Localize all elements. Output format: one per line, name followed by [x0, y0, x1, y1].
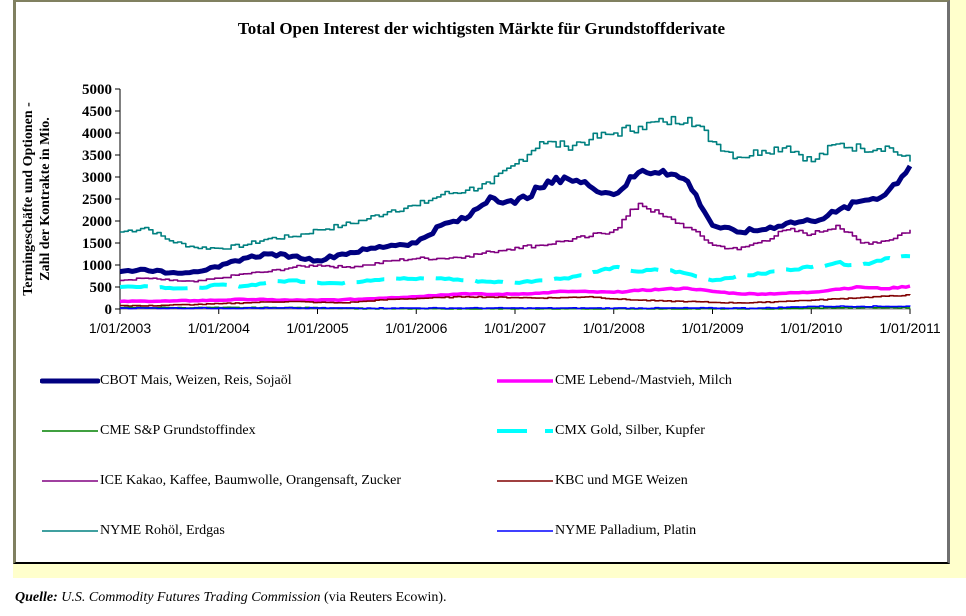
- legend-swatch: [42, 480, 98, 482]
- series-line-4: [120, 202, 911, 283]
- legend-swatch: [40, 378, 100, 384]
- y-tick-label: 0: [105, 302, 113, 318]
- x-tick-label: 1/01/2007: [484, 320, 546, 336]
- legend-item: ICE Kakao, Kaffee, Baumwolle, Orangensaf…: [40, 469, 401, 493]
- x-tick-label: 1/01/2011: [879, 320, 940, 336]
- series-line-3: [119, 254, 911, 291]
- legend-item: NYME Rohöl, Erdgas: [40, 519, 225, 543]
- axes: 0 500 1000 1500 2000 2500 3000 3500 4000 4500 5000…: [82, 82, 941, 336]
- legend-item: CMX Gold, Silber, Kupfer: [495, 419, 705, 443]
- x-tick-label: 1/01/2009: [681, 320, 743, 336]
- legend-swatch: [497, 379, 553, 383]
- series-line-6: [120, 115, 911, 250]
- legend-label: CMX Gold, Silber, Kupfer: [555, 423, 705, 438]
- source-note: Quelle: U.S. Commodity Futures Trading C…: [15, 590, 447, 606]
- legend-swatch: [497, 429, 553, 433]
- y-tick-label: 500: [90, 280, 113, 296]
- x-tick-label: 1/01/2004: [188, 320, 250, 336]
- legend-label: ICE Kakao, Kaffee, Baumwolle, Orangensaf…: [100, 473, 402, 488]
- source-label: Quelle:: [15, 590, 58, 605]
- x-tick-label: 1/01/2006: [385, 320, 447, 336]
- series-line-5: [120, 294, 911, 307]
- x-tick-label: 1/01/2003: [89, 320, 151, 336]
- series-lines: [119, 115, 913, 310]
- legend-item: NYME Palladium, Platin: [495, 519, 696, 543]
- legend-label: KBC und MGE Weizen: [555, 473, 688, 488]
- legend-swatch: [42, 530, 98, 532]
- legend-label: NYME Palladium, Platin: [555, 523, 697, 538]
- y-tick-label: 5000: [82, 82, 112, 98]
- x-tick-label: 1/01/2008: [583, 320, 645, 336]
- series-line-0: [119, 164, 913, 276]
- chart-title: Total Open Interest der wichtigsten Märk…: [237, 19, 726, 38]
- legend-item: CBOT Mais, Weizen, Reis, Sojaöl: [40, 369, 292, 393]
- legend-label: CME S&P Grundstoffindex: [100, 423, 256, 438]
- y-tick-label: 4500: [82, 104, 112, 120]
- legend-item: CME S&P Grundstoffindex: [40, 419, 256, 443]
- y-tick-label: 1500: [82, 236, 112, 252]
- y-tick-label: 3500: [82, 148, 112, 164]
- x-tick-label: 1/01/2005: [286, 320, 348, 336]
- series-line-1: [119, 284, 911, 304]
- legend-swatch: [497, 530, 553, 532]
- source-plain-text: (via Reuters Ecowin).: [320, 590, 447, 605]
- y-tick-label: 4000: [82, 126, 112, 142]
- legend-item: CME Lebend-/Mastvieh, Milch: [495, 369, 732, 393]
- legend-label: CBOT Mais, Weizen, Reis, Sojaöl: [100, 373, 292, 388]
- legend-swatch: [42, 430, 98, 432]
- y-tick-label: 3000: [82, 170, 112, 186]
- y-tick-label: 1000: [82, 258, 112, 274]
- legend-swatch: [497, 480, 553, 482]
- y-tick-label: 2000: [82, 214, 112, 230]
- y-tick-label: 2500: [82, 192, 112, 208]
- legend-label: NYME Rohöl, Erdgas: [100, 523, 225, 538]
- legend-item: KBC und MGE Weizen: [495, 469, 688, 493]
- x-tick-label: 1/01/2010: [780, 320, 842, 336]
- legend-label: CME Lebend-/Mastvieh, Milch: [555, 373, 732, 388]
- source-italic-text: U.S. Commodity Futures Trading Commissio…: [61, 590, 321, 605]
- series-line-7: [120, 305, 911, 310]
